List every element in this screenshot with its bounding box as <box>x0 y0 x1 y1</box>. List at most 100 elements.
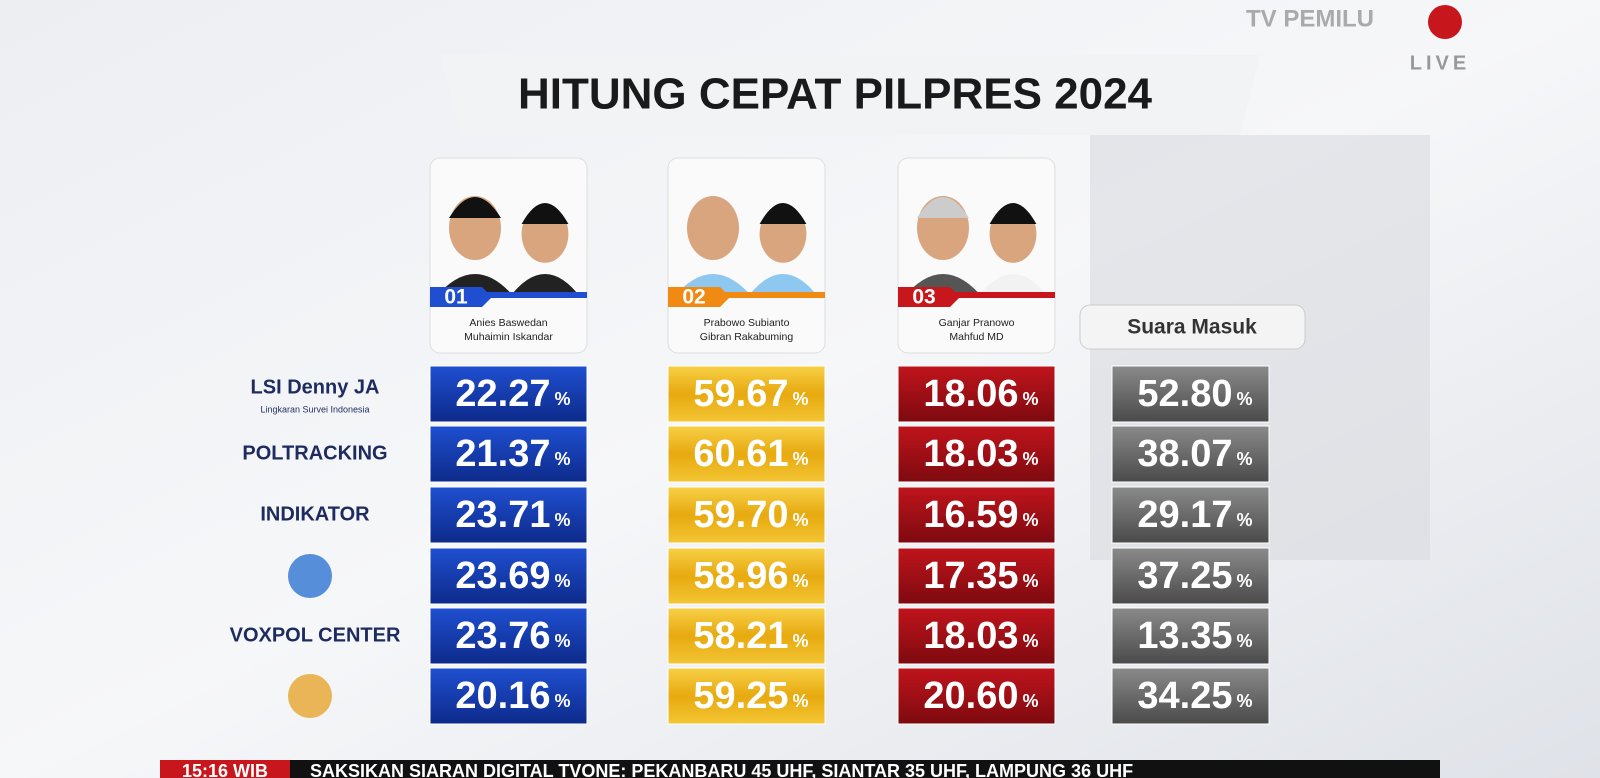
result-value: 13.35 <box>1137 615 1232 657</box>
result-value: 18.03 <box>923 615 1018 657</box>
pollster-logo-icon <box>288 674 332 718</box>
candidate-number: 03 <box>912 286 935 309</box>
result-unit: % <box>793 449 809 469</box>
result-cell <box>667 607 826 665</box>
candidate-hair <box>917 197 969 218</box>
result-unit: % <box>793 631 809 651</box>
result-value: 22.27 <box>455 373 550 415</box>
result-value: 18.06 <box>923 373 1018 415</box>
candidate-face <box>687 196 739 260</box>
result-unit: % <box>555 449 571 469</box>
pollster-logo-icon <box>288 554 332 598</box>
title-panel <box>440 55 1260 135</box>
result-unit: % <box>1023 449 1039 469</box>
ticker-time: 15:16 WIB <box>182 761 268 778</box>
result-value: 37.25 <box>1137 555 1232 597</box>
result-cell <box>1111 486 1270 544</box>
pollster-logo: INDIKATOR <box>260 503 370 525</box>
result-cell <box>429 365 588 423</box>
result-value: 21.37 <box>455 433 550 475</box>
ticker-time-box <box>160 760 290 778</box>
result-unit: % <box>1237 631 1253 651</box>
result-cell <box>1111 425 1270 483</box>
ticker-bar <box>160 760 1440 778</box>
result-unit: % <box>555 571 571 591</box>
result-value: 20.60 <box>923 675 1018 717</box>
result-unit: % <box>1237 449 1253 469</box>
result-value: 18.03 <box>923 433 1018 475</box>
result-value: 38.07 <box>1137 433 1232 475</box>
pollster-subtitle: Lingkaran Survei Indonesia <box>260 404 369 414</box>
result-value: 16.59 <box>923 494 1018 536</box>
title: HITUNG CEPAT PILPRES 2024 <box>518 70 1153 119</box>
live-badge: LIVE <box>1410 52 1470 74</box>
candidate-hair <box>521 203 569 224</box>
result-value: 34.25 <box>1137 675 1232 717</box>
result-value: 17.35 <box>923 555 1018 597</box>
result-unit: % <box>1237 510 1253 530</box>
pollster-logo: LSI Denny JA <box>251 376 380 398</box>
result-value: 20.16 <box>455 675 550 717</box>
candidate-photo-base <box>668 292 825 298</box>
result-cell <box>897 547 1056 605</box>
result-value: 59.25 <box>693 675 788 717</box>
result-unit: % <box>1023 510 1039 530</box>
result-value: 23.69 <box>455 555 550 597</box>
result-cell <box>429 547 588 605</box>
candidate-name: Anies Baswedan <box>469 317 547 329</box>
candidate-photo-base <box>898 292 1055 298</box>
result-cell <box>667 486 826 544</box>
candidate-number: 01 <box>444 286 468 309</box>
result-value: 23.76 <box>455 615 550 657</box>
candidate-number: 02 <box>682 286 705 309</box>
result-value: 52.80 <box>1137 373 1232 415</box>
result-value: 60.61 <box>693 433 788 475</box>
result-cell <box>897 425 1056 483</box>
result-value: 59.67 <box>693 373 788 415</box>
result-unit: % <box>1023 691 1039 711</box>
candidate-photo-base <box>430 292 587 298</box>
candidate-hair <box>759 203 807 224</box>
candidate-name: Prabowo Subianto <box>704 317 790 329</box>
candidate-name: Ganjar Pranowo <box>939 317 1015 329</box>
result-unit: % <box>1237 389 1253 409</box>
channel-icon <box>1428 5 1462 39</box>
candidate-hair <box>449 197 501 218</box>
result-value: 59.70 <box>693 494 788 536</box>
result-value: 23.71 <box>455 494 550 536</box>
result-cell <box>1111 547 1270 605</box>
result-cell <box>897 667 1056 725</box>
candidate-hair <box>989 203 1037 224</box>
column-header-pill <box>1079 304 1306 350</box>
result-cell <box>429 486 588 544</box>
result-unit: % <box>793 571 809 591</box>
result-cell <box>429 607 588 665</box>
result-cell <box>1111 365 1270 423</box>
result-cell <box>897 486 1056 544</box>
result-cell <box>897 365 1056 423</box>
result-cell <box>1111 667 1270 725</box>
result-cell <box>897 607 1056 665</box>
result-value: 29.17 <box>1137 494 1232 536</box>
result-cell <box>667 667 826 725</box>
result-unit: % <box>793 510 809 530</box>
result-unit: % <box>1023 389 1039 409</box>
ticker-text: SAKSIKAN SIARAN DIGITAL TVONE: PEKANBARU… <box>310 761 1133 778</box>
candidate-number-badge <box>430 287 492 307</box>
result-cell <box>429 667 588 725</box>
result-unit: % <box>555 389 571 409</box>
candidate-name: Mahfud MD <box>949 331 1004 343</box>
result-unit: % <box>555 691 571 711</box>
channel-logo: TV PEMILU <box>1246 5 1374 32</box>
result-cell <box>429 425 588 483</box>
result-cell <box>1111 607 1270 665</box>
result-unit: % <box>1237 691 1253 711</box>
candidate-name: Gibran Rakabuming <box>700 331 794 343</box>
candidate-number-badge <box>898 287 960 307</box>
result-value: 58.21 <box>693 615 788 657</box>
result-unit: % <box>555 631 571 651</box>
candidate-name: Muhaimin Iskandar <box>464 331 553 343</box>
result-cell <box>667 425 826 483</box>
